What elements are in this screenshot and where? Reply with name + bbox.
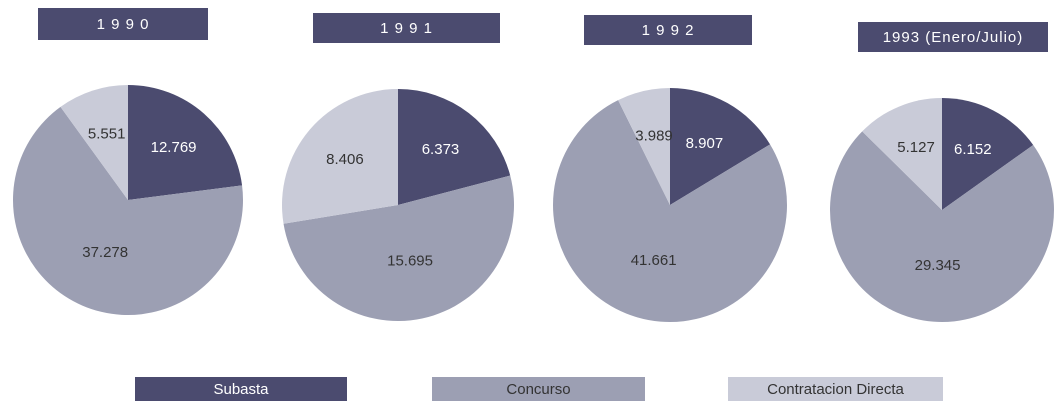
pie-title: 1 9 9 2 xyxy=(642,22,695,39)
pie-slice xyxy=(282,89,398,224)
pie-title: 1993 (Enero/Julio) xyxy=(883,29,1024,46)
pie-title-box xyxy=(858,22,1048,52)
slice-label: 29.345 xyxy=(915,257,961,274)
slice-label: 6.152 xyxy=(954,141,992,158)
slice-label: 8.406 xyxy=(326,151,364,168)
slice-label: 8.907 xyxy=(686,135,724,152)
pie-title-box xyxy=(584,15,752,45)
pie-slice xyxy=(283,175,514,322)
slice-label: 12.769 xyxy=(151,139,197,156)
legend-label: Concurso xyxy=(506,381,570,398)
slice-label: 3.989 xyxy=(635,128,673,145)
pie-slice xyxy=(618,88,670,205)
slice-label: 37.278 xyxy=(82,244,128,261)
pie-slice xyxy=(553,100,787,322)
pie-slice xyxy=(670,88,771,205)
pie-slice xyxy=(862,98,942,210)
pie-slice xyxy=(829,131,1054,322)
pie-slice xyxy=(13,106,244,315)
slice-label: 6.373 xyxy=(422,141,460,158)
legend-label: Subasta xyxy=(213,381,269,398)
slice-label: 41.661 xyxy=(631,252,677,269)
legend-swatch xyxy=(135,377,347,401)
pie-title-box xyxy=(38,8,208,40)
slice-label: 5.551 xyxy=(88,125,126,142)
pie-slice xyxy=(60,85,128,200)
legend-swatch xyxy=(432,377,645,401)
slice-label: 5.127 xyxy=(897,139,935,156)
pie-title: 1 9 9 1 xyxy=(380,20,433,37)
slice-label: 15.695 xyxy=(387,253,433,270)
pie-title: 1 9 9 0 xyxy=(97,16,150,33)
pie-slice xyxy=(128,85,243,200)
legend-label: Contratacion Directa xyxy=(767,381,904,398)
legend-swatch xyxy=(728,377,943,401)
pie-slice xyxy=(942,98,1034,210)
pie-title-box xyxy=(313,13,500,43)
pie-slice xyxy=(398,89,511,205)
